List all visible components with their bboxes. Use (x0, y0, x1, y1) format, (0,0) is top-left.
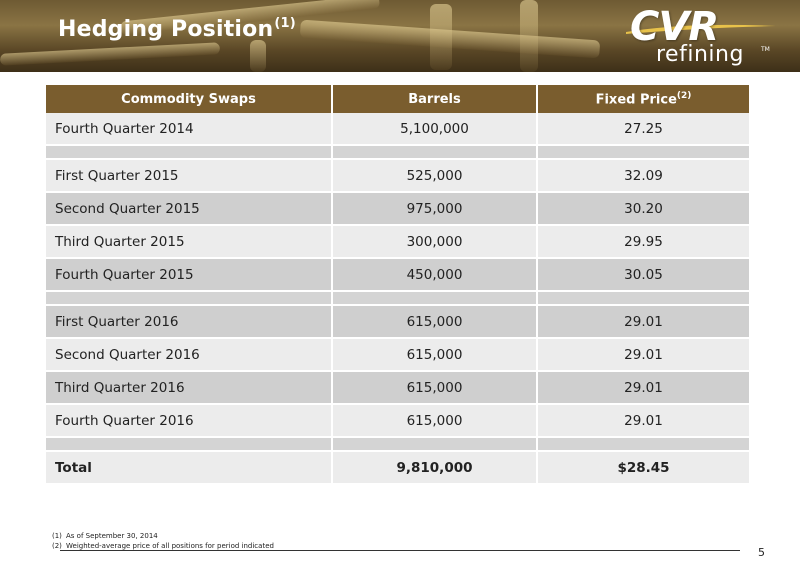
period-cell: Third Quarter 2015 (46, 225, 333, 259)
period-cell: Second Quarter 2015 (46, 192, 333, 226)
table-row: Second Quarter 2015 975,000 30.20 (46, 192, 749, 226)
table-row: First Quarter 2015 525,000 32.09 (46, 159, 749, 193)
barrels-cell: 615,000 (332, 338, 538, 372)
total-barrels: 9,810,000 (332, 451, 538, 485)
cvr-refining-logo: CVR refining TM (626, 4, 776, 68)
table-header-row: Commodity Swaps Barrels Fixed Price(2) (46, 85, 749, 113)
logo-cvr-text: CVR (630, 4, 719, 50)
total-price: $28.45 (537, 451, 749, 485)
banner-pipe (430, 4, 452, 70)
barrels-cell: 975,000 (332, 192, 538, 226)
hedging-table: Commodity Swaps Barrels Fixed Price(2) F… (46, 85, 749, 485)
period-cell: First Quarter 2016 (46, 305, 333, 339)
barrels-cell: 615,000 (332, 305, 538, 339)
total-label: Total (46, 451, 333, 485)
barrels-cell: 525,000 (332, 159, 538, 193)
col-header-barrels: Barrels (332, 85, 538, 113)
footnote: (2) Weighted-average price of all positio… (52, 542, 274, 550)
period-cell: First Quarter 2015 (46, 159, 333, 193)
logo-trademark: TM (761, 46, 770, 53)
table-row: Fourth Quarter 2016 615,000 29.01 (46, 404, 749, 438)
period-cell: Third Quarter 2016 (46, 371, 333, 405)
table-row: Third Quarter 2015 300,000 29.95 (46, 225, 749, 259)
table-row: Fourth Quarter 2015 450,000 30.05 (46, 258, 749, 292)
page-number: 5 (758, 546, 765, 559)
barrels-cell: 300,000 (332, 225, 538, 259)
table-total-row: Total 9,810,000 $28.45 (46, 451, 749, 485)
logo-swoosh-icon (626, 24, 776, 34)
table-row: Fourth Quarter 2014 5,100,000 27.25 (46, 113, 749, 146)
table-spacer-row (46, 436, 749, 452)
price-cell: 30.20 (537, 192, 749, 226)
table-row: Second Quarter 2016 615,000 29.01 (46, 338, 749, 372)
price-cell: 27.25 (537, 113, 749, 146)
price-cell: 30.05 (537, 258, 749, 292)
price-cell: 32.09 (537, 159, 749, 193)
price-cell: 29.01 (537, 338, 749, 372)
barrels-cell: 615,000 (332, 371, 538, 405)
col-header-commodity-swaps: Commodity Swaps (46, 85, 333, 113)
period-cell: Fourth Quarter 2015 (46, 258, 333, 292)
footnote: (1) As of September 30, 2014 (52, 532, 158, 540)
barrels-cell: 450,000 (332, 258, 538, 292)
period-cell: Second Quarter 2016 (46, 338, 333, 372)
table-row: Third Quarter 2016 615,000 29.01 (46, 371, 749, 405)
table-spacer-row (46, 291, 749, 306)
banner-pipe (250, 40, 266, 72)
price-cell: 29.95 (537, 225, 749, 259)
page-title: Hedging Position(1) (58, 16, 296, 42)
table-row: First Quarter 2016 615,000 29.01 (46, 305, 749, 339)
period-cell: Fourth Quarter 2016 (46, 404, 333, 438)
col-header-fixed-price: Fixed Price(2) (537, 85, 749, 113)
price-cell: 29.01 (537, 305, 749, 339)
period-cell: Fourth Quarter 2014 (46, 113, 333, 146)
banner-pipe (520, 0, 538, 72)
table-spacer-row (46, 145, 749, 160)
logo-refining-text: refining (656, 42, 744, 67)
footnotes: (1) As of September 30, 2014 (2) Weighted-… (52, 531, 274, 551)
banner-pipe (0, 42, 221, 66)
footer-rule (60, 550, 740, 551)
price-cell: 29.01 (537, 371, 749, 405)
barrels-cell: 5,100,000 (332, 113, 538, 146)
barrels-cell: 615,000 (332, 404, 538, 438)
price-cell: 29.01 (537, 404, 749, 438)
header-banner: Hedging Position(1) CVR refining TM (0, 0, 800, 72)
